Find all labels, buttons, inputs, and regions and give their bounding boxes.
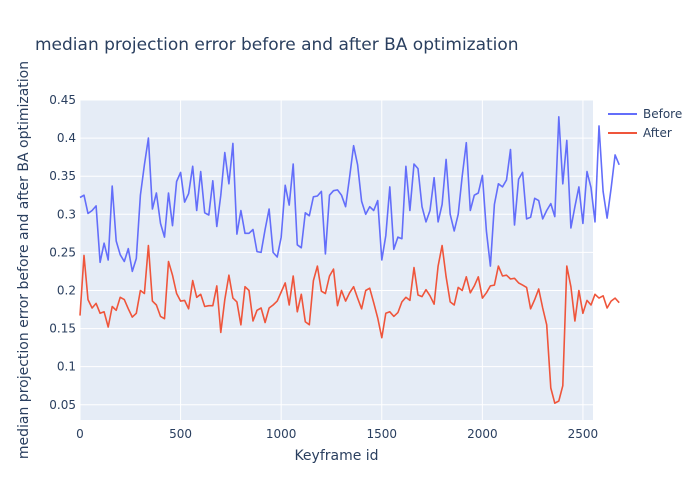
series-line-before [79, 116, 620, 273]
y-tick-label: 0.3 [57, 207, 76, 221]
legend-item-after[interactable]: After [608, 126, 672, 140]
x-tick-label: 2000 [467, 427, 498, 441]
y-tick-label: 0.4 [57, 131, 76, 145]
y-tick-label: 0.1 [57, 360, 76, 374]
y-axis-title: median projection error before and after… [16, 61, 32, 459]
y-tick-label: 0.05 [49, 398, 76, 412]
y-tick-label: 0.15 [49, 322, 76, 336]
plot-area [80, 100, 593, 420]
y-tick-label: 0.2 [57, 283, 76, 297]
y-tick-label: 0.35 [49, 169, 76, 183]
x-tick-label: 1500 [366, 427, 397, 441]
legend[interactable]: Before After [608, 107, 682, 140]
x-axis-title: Keyframe id [294, 448, 378, 464]
series-line-after [79, 244, 620, 405]
chart-title: median projection error before and after… [35, 35, 519, 55]
series-lines [79, 116, 620, 405]
x-tick-label: 500 [169, 427, 192, 441]
x-tick-label: 0 [76, 427, 84, 441]
x-tick-label: 1000 [266, 427, 297, 441]
tick-labels: 0 500 1000 1500 2000 2500 0.05 0.1 0.15 0.2 0.25 0.… [49, 93, 598, 441]
x-tick-label: 2500 [568, 427, 599, 441]
y-tick-label: 0.45 [49, 93, 76, 107]
legend-item-before[interactable]: Before [608, 107, 682, 121]
legend-label: After [643, 126, 672, 140]
y-tick-label: 0.25 [49, 245, 76, 259]
legend-label: Before [643, 107, 682, 121]
